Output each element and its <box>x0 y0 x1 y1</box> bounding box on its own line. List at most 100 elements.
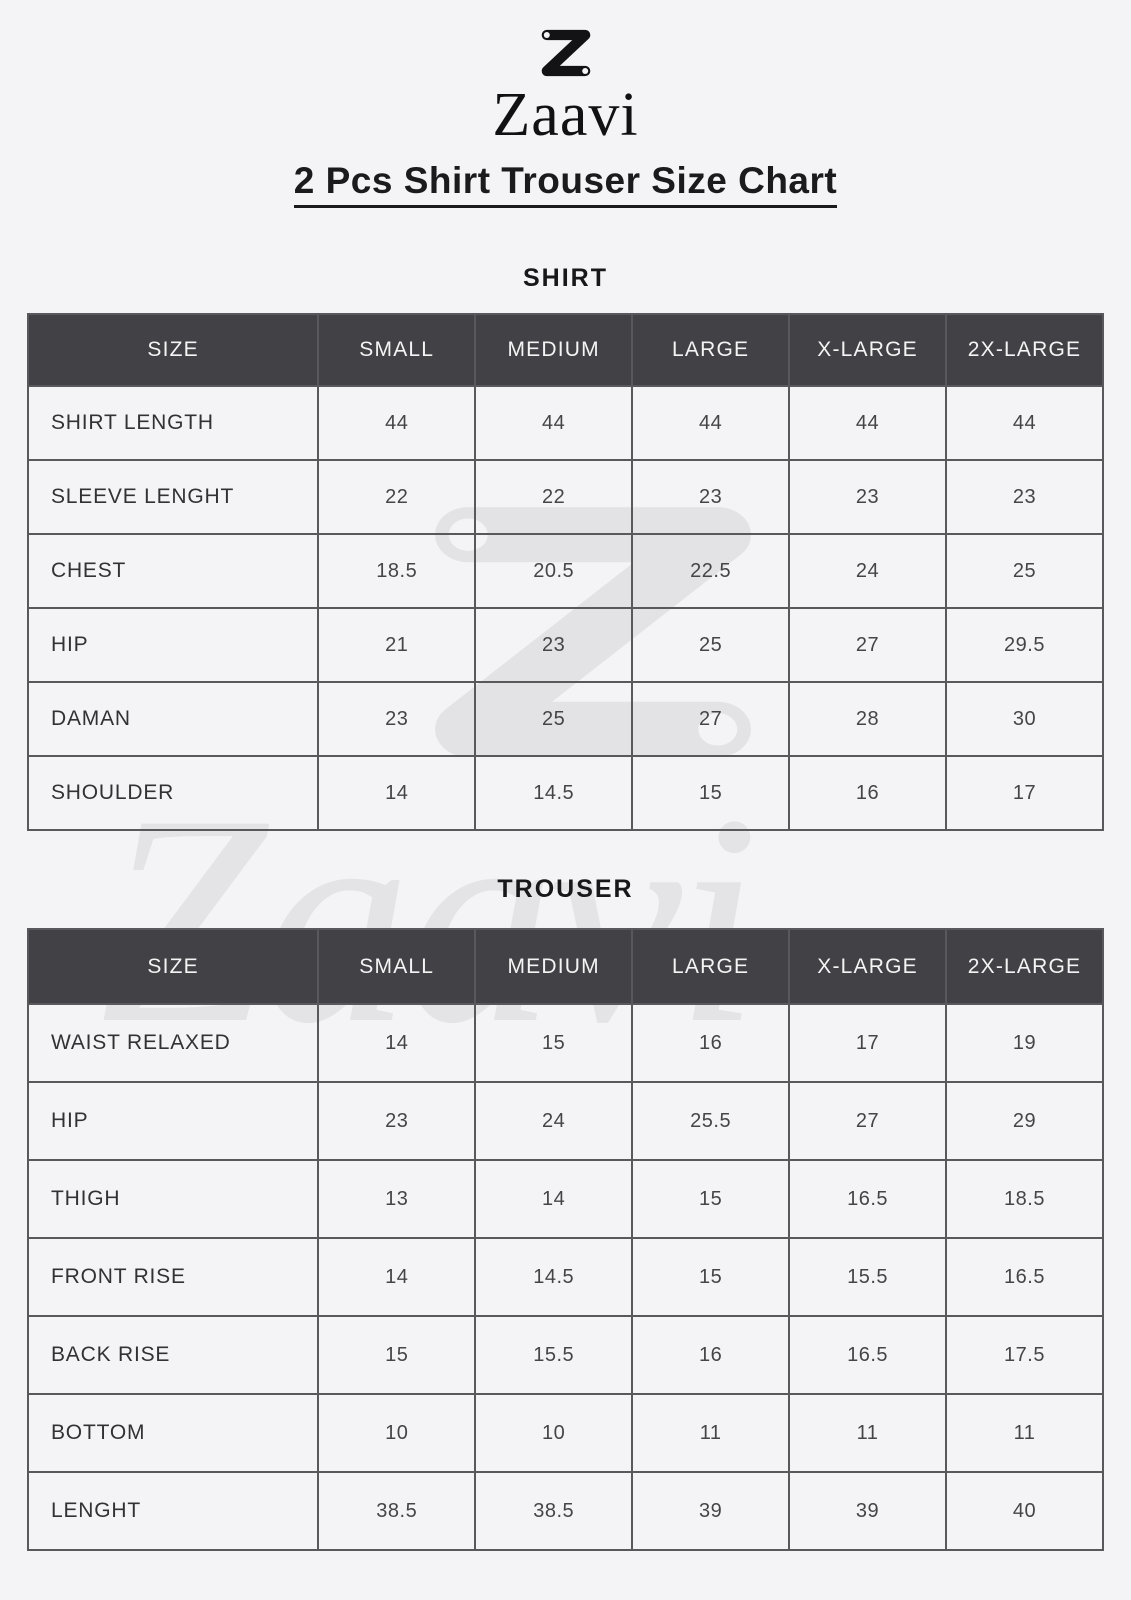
size-value: 22 <box>474 459 634 535</box>
row-label: SHOULDER <box>26 755 320 831</box>
size-value: 27 <box>788 607 948 683</box>
table-header-row: SIZE SMALL MEDIUM LARGE X-LARGE 2X-LARGE <box>26 928 1104 1005</box>
size-value: 39 <box>631 1471 791 1551</box>
size-value: 28 <box>788 681 948 757</box>
size-value: 22.5 <box>631 533 791 609</box>
row-label: BOTTOM <box>26 1393 320 1473</box>
row-label: DAMAN <box>26 681 320 757</box>
size-value: 16 <box>788 755 948 831</box>
size-value: 17.5 <box>945 1315 1104 1395</box>
row-label: LENGHT <box>26 1471 320 1551</box>
table-row-sleeve-lenght: SLEEVE LENGHT 22 22 23 23 23 <box>26 459 1104 535</box>
table-header-row: SIZE SMALL MEDIUM LARGE X-LARGE 2X-LARGE <box>26 313 1104 387</box>
column-header-2x-large: 2X-LARGE <box>945 928 1104 1005</box>
column-header-large: LARGE <box>631 313 791 387</box>
size-value: 23 <box>945 459 1104 535</box>
size-value: 27 <box>631 681 791 757</box>
size-value: 24 <box>474 1081 634 1161</box>
size-value: 38.5 <box>317 1471 477 1551</box>
row-label: HIP <box>26 1081 320 1161</box>
table-row-shirt-length: SHIRT LENGTH 44 44 44 44 44 <box>26 385 1104 461</box>
column-header-large: LARGE <box>631 928 791 1005</box>
size-value: 16.5 <box>945 1237 1104 1317</box>
column-header-medium: MEDIUM <box>474 313 634 387</box>
table-row-daman: DAMAN 23 25 27 28 30 <box>26 681 1104 757</box>
brand-header: Zaavi <box>0 0 1131 146</box>
table-row-hip: HIP 23 24 25.5 27 29 <box>26 1081 1104 1161</box>
table-row-hip: HIP 21 23 25 27 29.5 <box>26 607 1104 683</box>
size-value: 14 <box>474 1159 634 1239</box>
column-header-size: SIZE <box>26 313 320 387</box>
row-label: THIGH <box>26 1159 320 1239</box>
size-value: 14 <box>317 755 477 831</box>
size-value: 15.5 <box>788 1237 948 1317</box>
section-title-shirt: SHIRT <box>523 264 608 292</box>
size-value: 17 <box>788 1003 948 1083</box>
size-value: 44 <box>788 385 948 461</box>
column-header-size: SIZE <box>26 928 320 1005</box>
size-value: 20.5 <box>474 533 634 609</box>
size-value: 16 <box>631 1003 791 1083</box>
size-value: 39 <box>788 1471 948 1551</box>
size-value: 11 <box>788 1393 948 1473</box>
table-row-bottom: BOTTOM 10 10 11 11 11 <box>26 1393 1104 1473</box>
column-header-medium: MEDIUM <box>474 928 634 1005</box>
size-value: 16 <box>631 1315 791 1395</box>
size-value: 15 <box>631 1159 791 1239</box>
table-row-waist-relaxed: WAIST RELAXED 14 15 16 17 19 <box>26 1003 1104 1083</box>
size-value: 25 <box>631 607 791 683</box>
size-value: 17 <box>945 755 1104 831</box>
column-header-small: SMALL <box>317 928 477 1005</box>
row-label: HIP <box>26 607 320 683</box>
size-value: 10 <box>317 1393 477 1473</box>
shirt-size-table: SIZE SMALL MEDIUM LARGE X-LARGE 2X-LARGE SHIRT… <box>26 313 1104 831</box>
size-value: 14.5 <box>474 755 634 831</box>
column-header-x-large: X-LARGE <box>788 928 948 1005</box>
table-row-front-rise: FRONT RISE 14 14.5 15 15.5 16.5 <box>26 1237 1104 1317</box>
size-value: 22 <box>317 459 477 535</box>
size-value: 15 <box>317 1315 477 1395</box>
table-row-thigh: THIGH 13 14 15 16.5 18.5 <box>26 1159 1104 1239</box>
table-row-lenght: LENGHT 38.5 38.5 39 39 40 <box>26 1471 1104 1551</box>
size-value: 23 <box>631 459 791 535</box>
size-value: 40 <box>945 1471 1104 1551</box>
size-value: 15.5 <box>474 1315 634 1395</box>
size-value: 16.5 <box>788 1315 948 1395</box>
column-header-small: SMALL <box>317 313 477 387</box>
size-value: 11 <box>631 1393 791 1473</box>
size-value: 19 <box>945 1003 1104 1083</box>
size-value: 24 <box>788 533 948 609</box>
column-header-2x-large: 2X-LARGE <box>945 313 1104 387</box>
table-row-chest: CHEST 18.5 20.5 22.5 24 25 <box>26 533 1104 609</box>
size-value: 21 <box>317 607 477 683</box>
size-value: 44 <box>474 385 634 461</box>
size-value: 10 <box>474 1393 634 1473</box>
size-value: 15 <box>631 755 791 831</box>
size-value: 25.5 <box>631 1081 791 1161</box>
table-row-back-rise: BACK RISE 15 15.5 16 16.5 17.5 <box>26 1315 1104 1395</box>
size-value: 29.5 <box>945 607 1104 683</box>
size-value: 23 <box>317 681 477 757</box>
size-value: 38.5 <box>474 1471 634 1551</box>
size-value: 11 <box>945 1393 1104 1473</box>
size-value: 44 <box>945 385 1104 461</box>
size-value: 15 <box>474 1003 634 1083</box>
size-value: 14.5 <box>474 1237 634 1317</box>
size-value: 15 <box>631 1237 791 1317</box>
size-value: 23 <box>317 1081 477 1161</box>
size-value: 23 <box>788 459 948 535</box>
table-row-shoulder: SHOULDER 14 14.5 15 16 17 <box>26 755 1104 831</box>
brand-name: Zaavi <box>492 81 639 149</box>
row-label: CHEST <box>26 533 320 609</box>
size-value: 14 <box>317 1237 477 1317</box>
size-value: 18.5 <box>317 533 477 609</box>
row-label: FRONT RISE <box>26 1237 320 1317</box>
size-value: 25 <box>474 681 634 757</box>
row-label: SLEEVE LENGHT <box>26 459 320 535</box>
size-value: 23 <box>474 607 634 683</box>
row-label: WAIST RELAXED <box>26 1003 320 1083</box>
size-value: 44 <box>631 385 791 461</box>
size-value: 25 <box>945 533 1104 609</box>
section-title-trouser: TROUSER <box>497 875 634 903</box>
